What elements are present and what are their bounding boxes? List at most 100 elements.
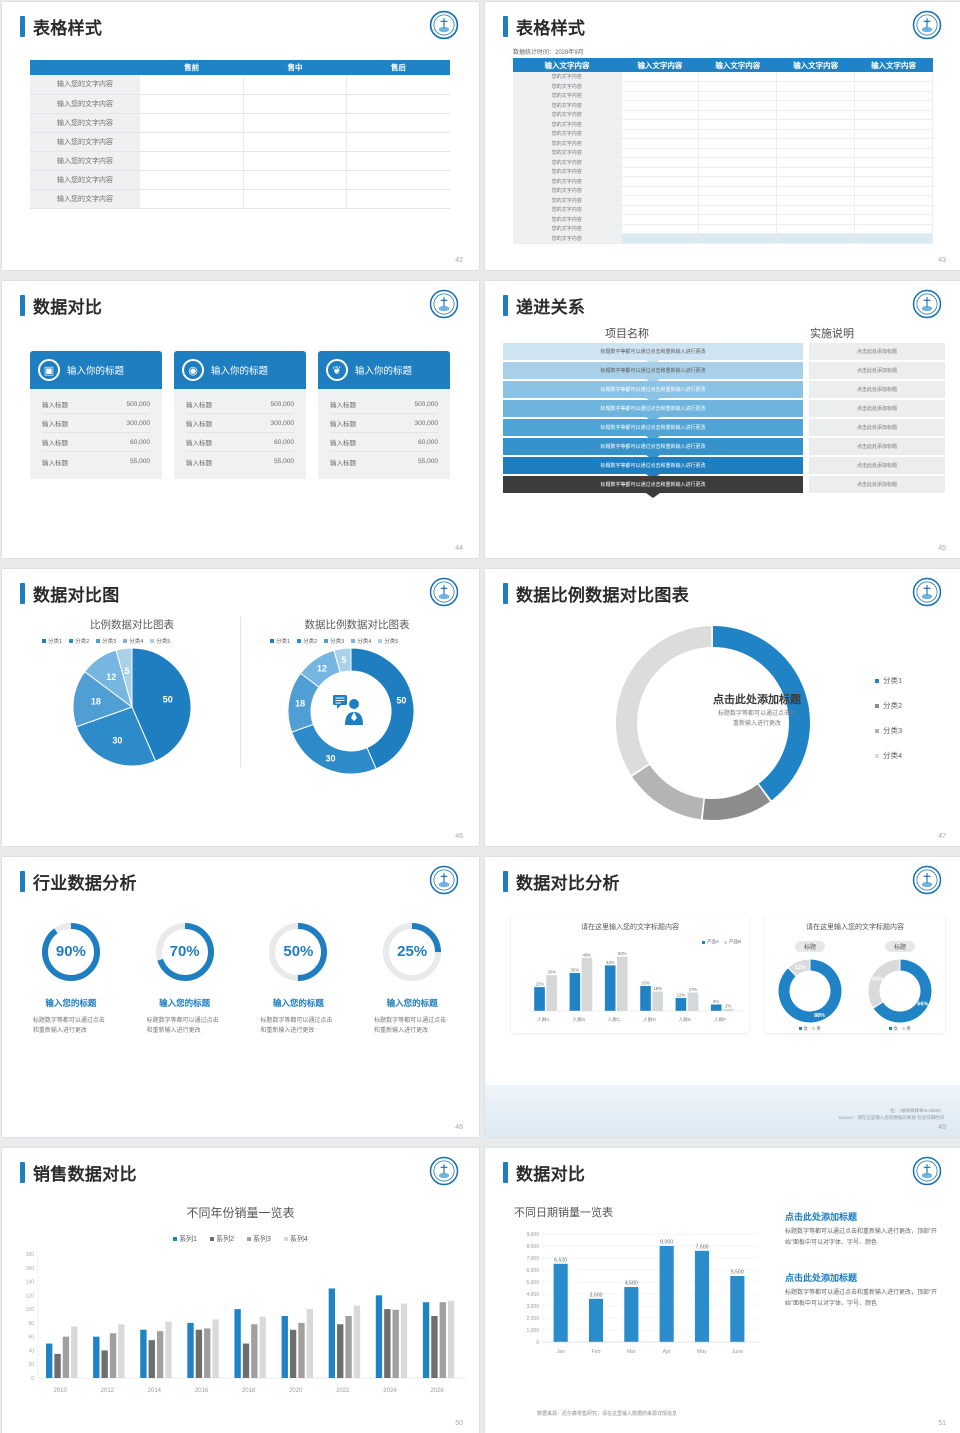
table-cell[interactable]	[243, 132, 348, 152]
table-cell[interactable]	[776, 224, 856, 234]
slide-50[interactable]: 销售数据对比 不同年份销量一览表 系列1 系列2 系列3 系列4 0 20 40 60 80 1…	[2, 1148, 479, 1433]
pie-slice[interactable]	[872, 958, 933, 1024]
pie-slice[interactable]	[75, 706, 157, 767]
table-cell[interactable]	[698, 81, 778, 92]
table-cell[interactable]	[346, 170, 450, 190]
implementation-note[interactable]: 点击此处添加标题	[809, 419, 945, 436]
table-cell[interactable]	[776, 110, 856, 120]
table-cell[interactable]	[776, 157, 856, 168]
table-cell[interactable]: 输入您的文字内容	[30, 151, 140, 171]
pie-slice[interactable]	[350, 647, 415, 770]
bar[interactable]	[101, 1350, 108, 1378]
process-row[interactable]: 标题数字等都可以通过点击和重新输入进行更改 点击此处添加标题	[503, 343, 945, 360]
bar[interactable]	[652, 991, 663, 1011]
table-cell[interactable]	[776, 72, 856, 82]
slide-47[interactable]: 数据比例数据对比图表 点击此处添加标题 标题数字等都可以通过点击和 重新输入进行更…	[485, 569, 960, 846]
table-cell[interactable]	[854, 119, 933, 130]
table-row[interactable]: 输入您的文字内容	[30, 113, 450, 133]
bar[interactable]	[109, 1333, 117, 1378]
pie-slice[interactable]	[131, 647, 192, 762]
bar[interactable]	[46, 1343, 53, 1378]
table-cell[interactable]	[621, 205, 700, 215]
table-row[interactable]: 您的文字内容	[513, 205, 933, 215]
chevron-step[interactable]: 标题数字等都可以通过点击和重新输入进行更改	[503, 457, 803, 474]
legend-item[interactable]: 女	[889, 1026, 898, 1031]
pie-chart[interactable]: 50 30 18 12 5	[72, 647, 192, 767]
table-cell[interactable]	[698, 129, 778, 139]
table-cell[interactable]	[621, 167, 700, 177]
table-cell[interactable]	[854, 157, 933, 168]
table-cell[interactable]	[776, 91, 856, 101]
table-cell[interactable]	[698, 205, 778, 215]
table-cell[interactable]	[621, 186, 700, 196]
bar[interactable]	[212, 1319, 219, 1378]
implementation-note[interactable]: 点击此处添加标题	[809, 343, 945, 360]
doughnut-chart[interactable]: 66% 34%	[867, 958, 933, 1024]
legend-item[interactable]: 分类2	[297, 637, 317, 645]
chevron-step[interactable]: 标题数字等都可以通过点击和重新输入进行更改	[503, 381, 803, 398]
bar[interactable]	[54, 1353, 61, 1378]
table-cell[interactable]: 您的文字内容	[513, 195, 622, 206]
chevron-step[interactable]: 标题数字等都可以通过点击和重新输入进行更改	[503, 362, 803, 379]
slide-44[interactable]: 数据对比 ▣ 输入你的标题 输入标题 500,000 输入标题 300,000 输入标题 60…	[2, 281, 479, 558]
pie-slice[interactable]	[867, 958, 901, 1009]
table-cell[interactable]	[346, 151, 450, 171]
table-cell[interactable]	[621, 233, 700, 244]
slide-43[interactable]: 表格样式 数据统计时间：2028年9月 输入文字内容 输入文字内容 输入文字内容 输入…	[485, 2, 960, 270]
table-cell[interactable]	[854, 72, 933, 82]
table-cell[interactable]	[698, 186, 778, 196]
implementation-note[interactable]: 点击此处添加标题	[809, 438, 945, 455]
bar[interactable]	[62, 1336, 70, 1378]
table-cell[interactable]	[621, 100, 700, 111]
bar[interactable]	[328, 1288, 336, 1378]
table-row[interactable]: 输入您的文字内容	[30, 189, 450, 209]
progress-ring-item[interactable]: 90% 输入您的标题 标题数字等都可以通过点击和重新输入进行更改	[14, 919, 128, 1036]
table-cell[interactable]	[621, 224, 700, 234]
slide-46[interactable]: 数据对比图 比例数据对比图表 分类1 分类2 分类3 分类4 分类5 50 30 18 12 5…	[2, 569, 479, 846]
bar[interactable]	[400, 1303, 408, 1378]
metric-card[interactable]: ❦ 输入你的标题 输入标题 500,000 输入标题 300,000 输入标题 60,000 输…	[318, 351, 450, 479]
slide-51[interactable]: 数据对比 不同日期销量一览表 0 1,000 2,000 3,000 4,000 5,00…	[485, 1148, 960, 1433]
slide-45[interactable]: 递进关系 项目名称 实施说明 标题数字等都可以通过点击和重新输入进行更改 点击此处…	[485, 281, 960, 558]
pie-slice[interactable]	[616, 626, 712, 775]
table-cell[interactable]	[776, 119, 856, 130]
table-cell[interactable]: 输入您的文字内容	[30, 94, 140, 114]
table-cell[interactable]	[776, 148, 856, 158]
legend-item[interactable]: 系列1	[173, 1234, 197, 1244]
table-cell[interactable]	[854, 100, 933, 111]
bar[interactable]	[140, 1329, 147, 1378]
table-cell[interactable]	[140, 189, 244, 209]
bar[interactable]	[640, 986, 651, 1011]
table-cell[interactable]	[854, 148, 933, 158]
bar[interactable]	[710, 1004, 722, 1011]
legend-item[interactable]: 分类2	[875, 700, 902, 711]
table-cell[interactable]	[854, 167, 933, 177]
table-cell[interactable]	[621, 91, 700, 101]
table-cell[interactable]	[346, 75, 450, 95]
table-cell[interactable]: 您的文字内容	[513, 110, 622, 120]
table-cell[interactable]	[621, 157, 700, 168]
pie-slice[interactable]	[787, 958, 811, 978]
legend-item[interactable]: 系列4	[283, 1234, 308, 1244]
table-cell[interactable]	[698, 119, 778, 130]
table-cell[interactable]	[140, 170, 244, 190]
table-cell[interactable]: 输入您的文字内容	[30, 170, 140, 190]
table-cell[interactable]	[776, 138, 856, 149]
legend-item[interactable]: 男	[902, 1026, 911, 1031]
table-row[interactable]: 您的文字内容	[513, 110, 933, 120]
table-row[interactable]: 您的文字内容	[513, 214, 933, 225]
progress-ring-chart[interactable]	[152, 919, 218, 985]
implementation-note[interactable]: 点击此处添加标题	[809, 362, 945, 379]
pie-slice[interactable]	[290, 723, 377, 775]
bar[interactable]	[687, 992, 699, 1011]
doughnut-chart[interactable]: 88% 12%	[777, 958, 843, 1024]
bar[interactable]	[148, 1340, 155, 1378]
bar[interactable]	[234, 1309, 241, 1378]
table-cell[interactable]: 您的文字内容	[513, 138, 622, 149]
table-row[interactable]: 您的文字内容	[513, 186, 933, 196]
chevron-step[interactable]: 标题数字等都可以通过点击和重新输入进行更改	[503, 400, 803, 417]
bar[interactable]	[93, 1336, 100, 1378]
bar[interactable]	[187, 1322, 194, 1378]
legend-item[interactable]: 分类4	[123, 637, 143, 645]
table-row[interactable]: 您的文字内容	[513, 81, 933, 92]
